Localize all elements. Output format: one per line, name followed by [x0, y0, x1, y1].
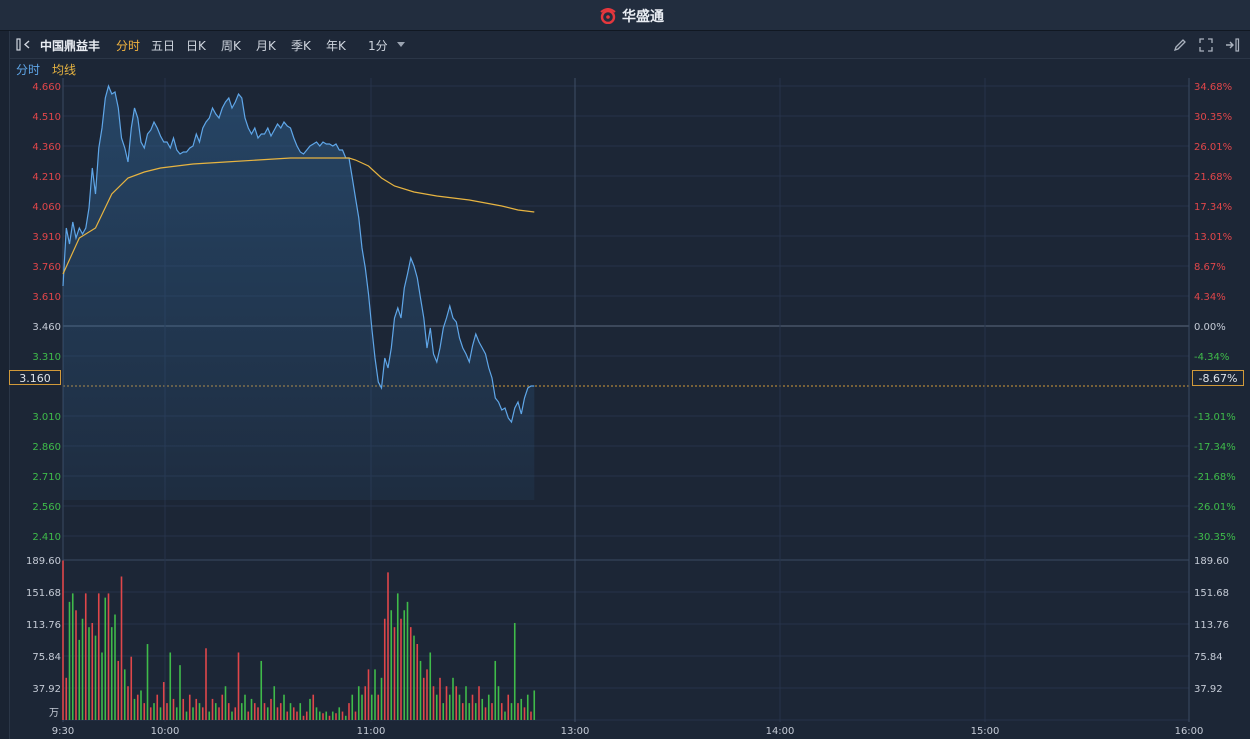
current-price-marker: 3.160 — [9, 370, 61, 385]
time-tick-label: 16:00 — [1175, 726, 1204, 737]
pct-tick-label: 34.68% — [1194, 82, 1232, 93]
tab-five-day[interactable]: 五日 — [151, 39, 176, 53]
time-tick-label: 10:00 — [151, 726, 180, 737]
pct-tick-label: 13.01% — [1194, 232, 1232, 243]
chart-legend: 分时 均线 — [10, 59, 1250, 78]
tab-month-k[interactable]: 月K — [256, 39, 276, 53]
price-area — [63, 86, 535, 500]
price-tick-label: 3.460 — [32, 322, 61, 333]
left-collapse-strip[interactable] — [0, 31, 10, 739]
tab-week-k[interactable]: 周K — [221, 39, 241, 53]
collapse-panel-icon[interactable] — [16, 38, 32, 51]
price-tick-label: 4.360 — [32, 142, 61, 153]
volume-tick-label: 151.68 — [26, 588, 61, 599]
price-tick-label: 2.860 — [32, 442, 61, 453]
app-brand: 华盛通 — [598, 6, 664, 26]
price-tick-label: 4.060 — [32, 202, 61, 213]
logo-icon — [600, 8, 616, 24]
time-tick-label: 9:30 — [52, 726, 74, 737]
volume-tick-label-right: 189.60 — [1194, 556, 1229, 567]
pct-tick-label: 17.34% — [1194, 202, 1232, 213]
price-line — [62, 84, 535, 424]
volume-tick-label-right: 75.84 — [1194, 652, 1223, 663]
tab-intraday[interactable]: 分时 — [116, 39, 141, 53]
volume-tick-label: 37.92 — [32, 684, 61, 695]
price-tick-label: 3.310 — [32, 352, 61, 363]
pct-tick-label: 8.67% — [1194, 262, 1226, 273]
price-tick-label: 2.710 — [32, 472, 61, 483]
interval-select[interactable]: 1分 — [368, 39, 388, 53]
pct-tick-label: -21.68% — [1194, 472, 1236, 483]
current-change-pct: -8.67% — [1198, 372, 1238, 385]
volume-tick-label-right: 113.76 — [1194, 620, 1229, 631]
pct-tick-label: 0.00% — [1194, 322, 1226, 333]
volume-tick-label-right: 151.68 — [1194, 588, 1229, 599]
chart-toolbar: 中国鼎益丰 分时 五日 日K 周K 月K 季K 年K 1分 — [10, 31, 1250, 59]
pct-tick-label: -4.34% — [1194, 352, 1229, 363]
time-tick-label: 13:00 — [561, 726, 590, 737]
pct-tick-label: 26.01% — [1194, 142, 1232, 153]
pct-tick-label: 30.35% — [1194, 112, 1232, 123]
time-tick-label: 15:00 — [971, 726, 1000, 737]
tab-day-k[interactable]: 日K — [186, 39, 206, 53]
price-tick-label: 3.760 — [32, 262, 61, 273]
volume-tick-label: 189.60 — [26, 556, 61, 567]
price-tick-label: 4.510 — [32, 112, 61, 123]
pen-icon[interactable] — [1173, 38, 1187, 52]
price-tick-label: 3.010 — [32, 412, 61, 423]
legend-price-line: 分时 — [16, 63, 41, 77]
legend-avg-line: 均线 — [52, 63, 77, 77]
volume-bars — [62, 560, 536, 720]
pct-tick-label: -30.35% — [1194, 532, 1236, 543]
pct-tick-label: -26.01% — [1194, 502, 1236, 513]
price-lines — [62, 84, 535, 424]
volume-tick-label: 113.76 — [26, 620, 61, 631]
volume-tick-label: 75.84 — [32, 652, 61, 663]
price-tick-label: 4.210 — [32, 172, 61, 183]
volume-unit-label: 万 — [49, 708, 59, 719]
axis-labels: 4.660 4.510 4.360 4.210 4.060 3.910 3.760 3.610… — [26, 82, 1236, 737]
time-tick-label: 11:00 — [357, 726, 386, 737]
pct-tick-label: 4.34% — [1194, 292, 1226, 303]
time-tick-label: 14:00 — [766, 726, 795, 737]
pct-tick-label: -17.34% — [1194, 442, 1236, 453]
volume-tick-label-right: 37.92 — [1194, 684, 1223, 695]
price-tick-label: 2.560 — [32, 502, 61, 513]
pct-tick-label: 21.68% — [1194, 172, 1232, 183]
app-title: 华盛通 — [622, 9, 664, 25]
pct-tick-label: -13.01% — [1194, 412, 1236, 423]
expand-icon[interactable] — [1199, 38, 1213, 52]
price-tick-label: 3.610 — [32, 292, 61, 303]
price-tick-label: 2.410 — [32, 532, 61, 543]
stock-name[interactable]: 中国鼎益丰 — [40, 39, 101, 53]
title-bar: 华盛通 — [0, 0, 1250, 31]
exit-icon[interactable] — [1224, 38, 1240, 52]
price-area-fill — [63, 86, 535, 500]
avg-line — [62, 157, 535, 275]
price-tick-label: 3.910 — [32, 232, 61, 243]
current-price: 3.160 — [19, 372, 51, 385]
price-tick-label: 4.660 — [32, 82, 61, 93]
tab-year-k[interactable]: 年K — [326, 39, 346, 53]
chevron-down-icon[interactable] — [397, 42, 405, 47]
current-change-marker: -8.67% — [1192, 370, 1244, 386]
tab-quarter-k[interactable]: 季K — [291, 39, 311, 53]
